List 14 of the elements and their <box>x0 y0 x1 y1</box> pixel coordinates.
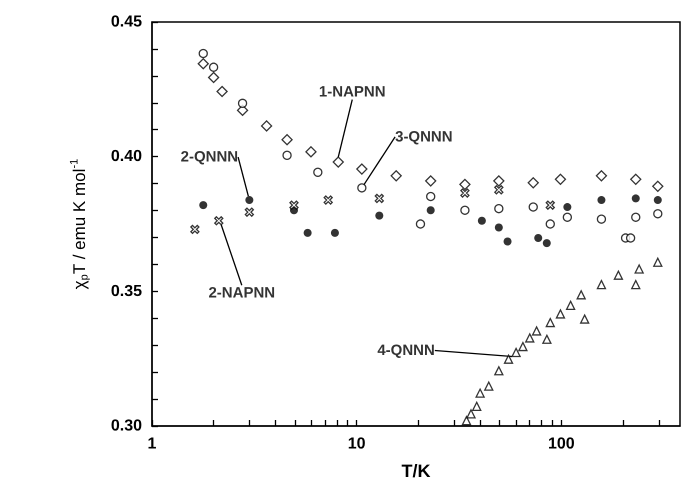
text: 2-NAPNN <box>208 284 276 302</box>
y-tick-label: 0.35 <box>110 282 142 300</box>
x-tick-label: 10 <box>348 436 366 452</box>
y-tick-label: 0.45 <box>110 14 142 30</box>
text: 4-QNNN <box>377 342 435 359</box>
x-tick-label: 100 <box>548 436 575 452</box>
x-axis-title: T/K <box>402 461 430 481</box>
text: 2-QNNN <box>180 148 238 166</box>
y-tick-label: 0.40 <box>110 148 142 166</box>
y-axis-title: χpT / emu K mol-1 <box>68 158 90 290</box>
text: 3-QNNN <box>395 128 453 146</box>
x-tick-label: 1 <box>148 436 157 452</box>
y-tick-label: 0.30 <box>110 418 142 434</box>
text: 1-NAPNN <box>318 84 386 101</box>
